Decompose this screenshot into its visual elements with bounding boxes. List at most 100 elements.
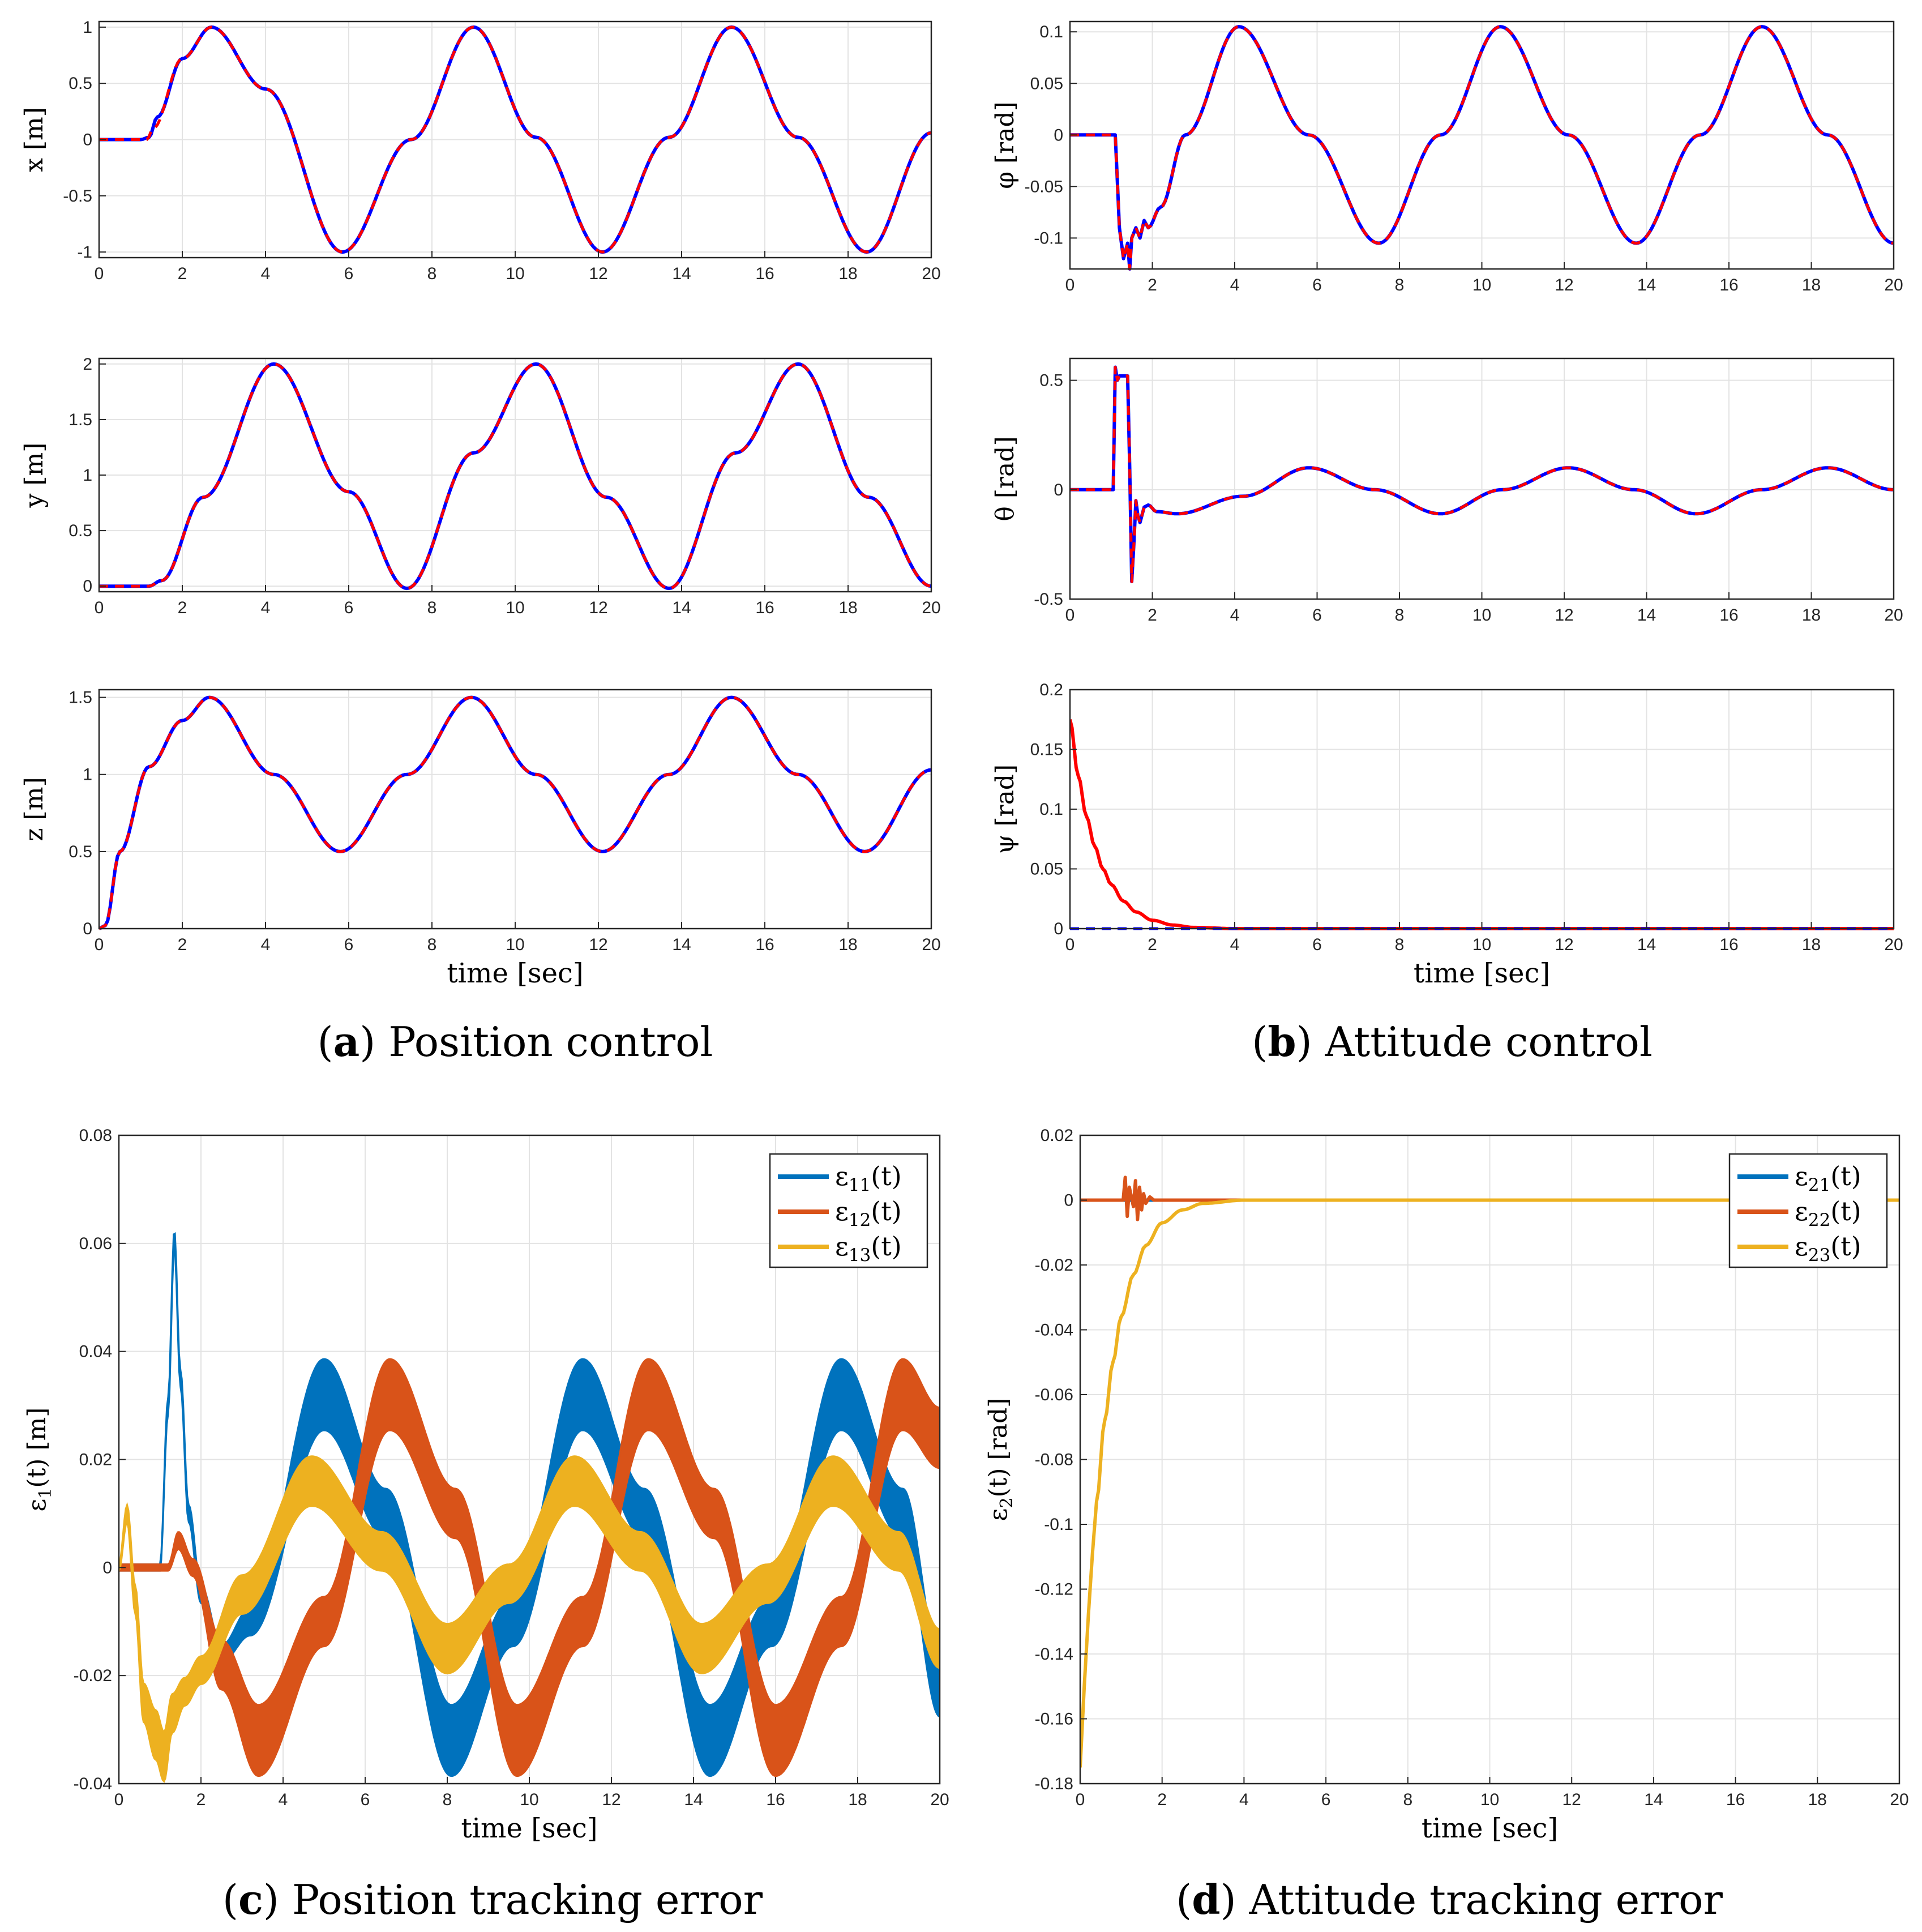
x-tick-label: 10 (506, 599, 524, 617)
x-tick-label: 18 (848, 1790, 867, 1809)
y-tick-label: 0.08 (79, 1126, 112, 1145)
x-tick-label: 20 (930, 1790, 949, 1809)
y-tick-label: -0.1 (1034, 229, 1063, 247)
y-tick-label: -0.02 (74, 1666, 112, 1685)
x-tick-label: 0 (1065, 935, 1075, 954)
chart-y: 0 2 4 6 8 10 12 14 16 18 20 0 0.5 1 1.5 2 y [m] (20, 355, 941, 617)
y-tick-label: 0.5 (1039, 371, 1063, 390)
x-tick-label: 14 (684, 1790, 703, 1809)
caption-a-label: a (333, 1018, 360, 1066)
x-tick-label: 4 (1230, 935, 1240, 954)
caption-b: (b) Attitude control (1252, 1018, 1653, 1066)
y-axis-label: x [m] (20, 107, 49, 172)
y-tick-label: 0 (83, 577, 92, 596)
caption-d-label: d (1192, 1875, 1220, 1924)
caption-a: (a) Position control (318, 1018, 713, 1066)
legend-label: ε13(t) (835, 1231, 902, 1266)
y-tick-label: 2 (83, 355, 92, 374)
x-tick-label: 0 (95, 935, 104, 954)
y-tick-label: -0.04 (74, 1775, 112, 1793)
y-tick-label: 1.5 (69, 411, 92, 429)
x-tick-label: 16 (755, 599, 774, 617)
x-tick-label: 6 (1321, 1790, 1331, 1809)
x-tick-label: 4 (1230, 276, 1240, 294)
x-tick-label: 2 (1148, 276, 1157, 294)
x-tick-label: 16 (1719, 935, 1738, 954)
x-tick-label: 18 (1802, 935, 1821, 954)
x-tick-label: 18 (838, 935, 857, 954)
y-tick-label: -0.5 (63, 187, 92, 206)
y-tick-label: 0.5 (69, 843, 92, 861)
x-tick-label: 18 (1802, 606, 1821, 625)
x-tick-label: 4 (1230, 606, 1240, 625)
series-ε13(t) (119, 1455, 940, 1783)
x-tick-label: 2 (178, 935, 187, 954)
x-tick-label: 2 (178, 599, 187, 617)
y-axis-label: ε1(t) [m] (23, 1408, 55, 1512)
x-tick-label: 6 (1312, 606, 1322, 625)
x-tick-label: 6 (344, 599, 354, 617)
x-tick-label: 4 (261, 599, 271, 617)
chart-psi: 0 2 4 6 8 10 12 14 16 18 20 0 0.05 0.1 0.15 0.2 ψ [rad] t… (991, 681, 1903, 989)
x-tick-label: 8 (427, 264, 437, 283)
legend-label: ε12(t) (835, 1196, 902, 1230)
x-tick-label: 12 (1555, 935, 1573, 954)
legend-label: ε23(t) (1795, 1231, 1861, 1266)
y-tick-label: -0.1 (1044, 1515, 1073, 1534)
y-tick-label: -0.5 (1034, 590, 1063, 609)
legend: ε11(t)ε12(t)ε13(t) (769, 1153, 928, 1268)
y-tick-label: 0 (1054, 126, 1063, 144)
x-tick-label: 8 (427, 935, 437, 954)
x-tick-label: 12 (589, 935, 607, 954)
chart-phi: 0 2 4 6 8 10 12 14 16 18 20 -0.1 -0.05 0 0.05 0.1 φ [rad… (991, 20, 1903, 294)
x-tick-label: 16 (755, 935, 774, 954)
caption-d-text: ) Attitude tracking error (1221, 1876, 1723, 1924)
x-tick-label: 2 (178, 264, 187, 283)
x-tick-label: 20 (922, 935, 940, 954)
x-tick-label: 12 (602, 1790, 620, 1809)
chart-z: 0 2 4 6 8 10 12 14 16 18 20 0 0.5 1 1.5 z [m] time [sec] (20, 689, 941, 989)
y-tick-label: -0.16 (1035, 1710, 1073, 1729)
x-tick-label: 18 (1802, 276, 1821, 294)
y-axis-label: z [m] (20, 777, 49, 841)
y-tick-label: -0.05 (1025, 177, 1063, 196)
x-tick-label: 10 (506, 264, 524, 283)
x-tick-label: 16 (1719, 276, 1738, 294)
y-axis-label: φ [rad] (991, 101, 1020, 189)
x-tick-label: 12 (589, 599, 607, 617)
y-tick-label: 0 (102, 1558, 112, 1577)
x-tick-label: 6 (344, 264, 354, 283)
y-tick-label: 0 (83, 920, 92, 938)
y-tick-label: 0 (1054, 481, 1063, 499)
series-reference (1070, 25, 1894, 271)
caption-c: (c) Position tracking error (222, 1875, 763, 1924)
x-tick-label: 2 (196, 1790, 206, 1809)
y-tick-label: -0.08 (1035, 1451, 1073, 1469)
x-tick-label: 14 (1644, 1790, 1663, 1809)
series-group (119, 1232, 940, 1783)
y-tick-label: -0.04 (1035, 1321, 1073, 1340)
x-tick-label: 0 (95, 599, 104, 617)
x-tick-label: 14 (1637, 606, 1656, 625)
x-tick-label: 12 (1555, 606, 1573, 625)
x-tick-label: 10 (1472, 935, 1491, 954)
x-tick-label: 18 (838, 264, 857, 283)
x-tick-label: 6 (361, 1790, 370, 1809)
series-group (1070, 25, 1894, 271)
legend: ε21(t)ε22(t)ε23(t) (1728, 1153, 1888, 1268)
series-ε12(t) (119, 1358, 940, 1777)
x-tick-label: 4 (261, 935, 271, 954)
x-tick-label: 8 (1395, 606, 1405, 625)
x-tick-label: 10 (1480, 1790, 1499, 1809)
x-axis-label: time [sec] (461, 1813, 597, 1844)
y-tick-label: 0.2 (1039, 681, 1063, 699)
x-axis-label: time [sec] (1414, 958, 1550, 989)
x-tick-label: 0 (95, 264, 104, 283)
y-tick-label: 1.5 (69, 689, 92, 707)
y-axis-label: y [m] (20, 443, 49, 508)
series-reference (99, 696, 931, 930)
y-tick-label: -0.18 (1035, 1775, 1073, 1793)
y-tick-label: -0.12 (1035, 1580, 1073, 1599)
y-tick-label: 0 (1054, 920, 1063, 938)
x-tick-label: 14 (672, 935, 691, 954)
